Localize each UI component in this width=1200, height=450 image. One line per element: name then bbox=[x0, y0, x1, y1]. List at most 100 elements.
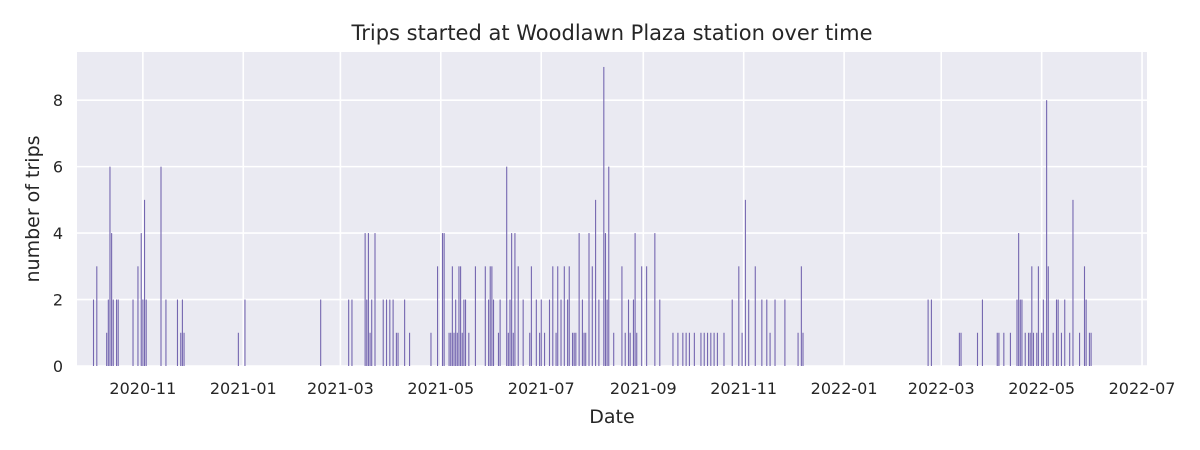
bar bbox=[1009, 332, 1011, 366]
bar bbox=[404, 299, 406, 366]
bar bbox=[511, 233, 513, 366]
bar bbox=[659, 299, 661, 366]
bar bbox=[140, 233, 142, 366]
bar bbox=[1072, 199, 1074, 366]
bar bbox=[976, 332, 979, 366]
bar bbox=[927, 299, 929, 366]
bar bbox=[672, 332, 674, 366]
bar bbox=[1042, 299, 1044, 366]
bar bbox=[458, 266, 460, 366]
bar bbox=[621, 266, 623, 366]
bars bbox=[92, 66, 1092, 367]
bar bbox=[112, 299, 114, 366]
bar bbox=[367, 233, 369, 366]
bar bbox=[731, 299, 733, 366]
bar bbox=[744, 199, 746, 366]
bar bbox=[585, 332, 587, 366]
bar bbox=[960, 332, 962, 366]
x-tick-label: 2020-11 bbox=[109, 379, 176, 398]
x-tick-label: 2021-07 bbox=[508, 379, 575, 398]
bar bbox=[1085, 299, 1087, 366]
bar bbox=[958, 332, 960, 366]
bar bbox=[1055, 299, 1058, 366]
bar bbox=[460, 266, 462, 366]
bar bbox=[603, 66, 605, 366]
bar bbox=[137, 266, 139, 366]
bar bbox=[784, 299, 786, 366]
bar bbox=[492, 299, 495, 366]
bar bbox=[529, 332, 531, 366]
bar bbox=[548, 299, 551, 366]
x-axis-label: Date bbox=[589, 406, 634, 428]
bar bbox=[575, 332, 577, 366]
bar bbox=[688, 332, 690, 366]
bar bbox=[443, 233, 445, 366]
bar bbox=[451, 266, 453, 366]
bar bbox=[437, 266, 439, 366]
bar bbox=[464, 299, 467, 366]
bar bbox=[461, 332, 463, 366]
plot-area bbox=[77, 52, 1147, 366]
bar bbox=[237, 332, 239, 366]
bar bbox=[397, 332, 399, 366]
x-tick-label: 2021-11 bbox=[710, 379, 777, 398]
bar bbox=[509, 299, 511, 366]
bar bbox=[706, 332, 709, 366]
y-tick-label: 8 bbox=[53, 91, 63, 110]
bar bbox=[797, 332, 799, 366]
bar bbox=[456, 332, 458, 366]
bar bbox=[700, 332, 702, 366]
bar bbox=[634, 233, 636, 366]
x-tick-label: 2022-01 bbox=[811, 379, 878, 398]
bar bbox=[682, 332, 684, 366]
bar bbox=[557, 266, 559, 366]
bar bbox=[769, 332, 771, 366]
chart-title: Trips started at Woodlawn Plaza station … bbox=[350, 21, 872, 45]
bar bbox=[1041, 332, 1043, 366]
bar bbox=[774, 299, 776, 366]
bar bbox=[351, 299, 353, 366]
bar bbox=[588, 233, 590, 366]
bar bbox=[1090, 332, 1092, 366]
bar bbox=[606, 299, 608, 366]
bar bbox=[488, 299, 490, 366]
bar bbox=[489, 266, 491, 366]
bar bbox=[641, 266, 643, 366]
bar bbox=[578, 233, 580, 366]
bar bbox=[448, 332, 450, 366]
bar bbox=[1060, 332, 1062, 366]
bar bbox=[761, 299, 763, 366]
bar bbox=[800, 266, 802, 366]
bar bbox=[741, 332, 743, 366]
bar bbox=[539, 332, 541, 366]
bar bbox=[627, 299, 630, 366]
bar bbox=[998, 332, 1000, 366]
bar bbox=[1003, 332, 1005, 366]
bar bbox=[571, 332, 574, 366]
bar bbox=[491, 266, 493, 366]
bar bbox=[1052, 332, 1054, 366]
bar bbox=[716, 332, 718, 366]
bar bbox=[181, 299, 183, 366]
bar bbox=[581, 299, 583, 366]
bar bbox=[117, 299, 119, 366]
bar bbox=[142, 299, 144, 366]
bar bbox=[1029, 332, 1031, 366]
x-tick-label: 2022-05 bbox=[1008, 379, 1075, 398]
bar bbox=[106, 332, 108, 366]
bar bbox=[499, 299, 501, 366]
bar bbox=[766, 299, 768, 366]
bar bbox=[598, 299, 600, 366]
bar bbox=[535, 299, 537, 366]
bar bbox=[455, 299, 457, 366]
bar bbox=[132, 299, 134, 366]
bar bbox=[514, 233, 516, 366]
bar bbox=[555, 332, 557, 366]
y-tick-label: 0 bbox=[53, 357, 63, 376]
bar bbox=[591, 266, 593, 366]
bar bbox=[176, 299, 179, 366]
bar bbox=[183, 332, 185, 366]
bar bbox=[552, 266, 554, 366]
bar bbox=[629, 332, 631, 366]
